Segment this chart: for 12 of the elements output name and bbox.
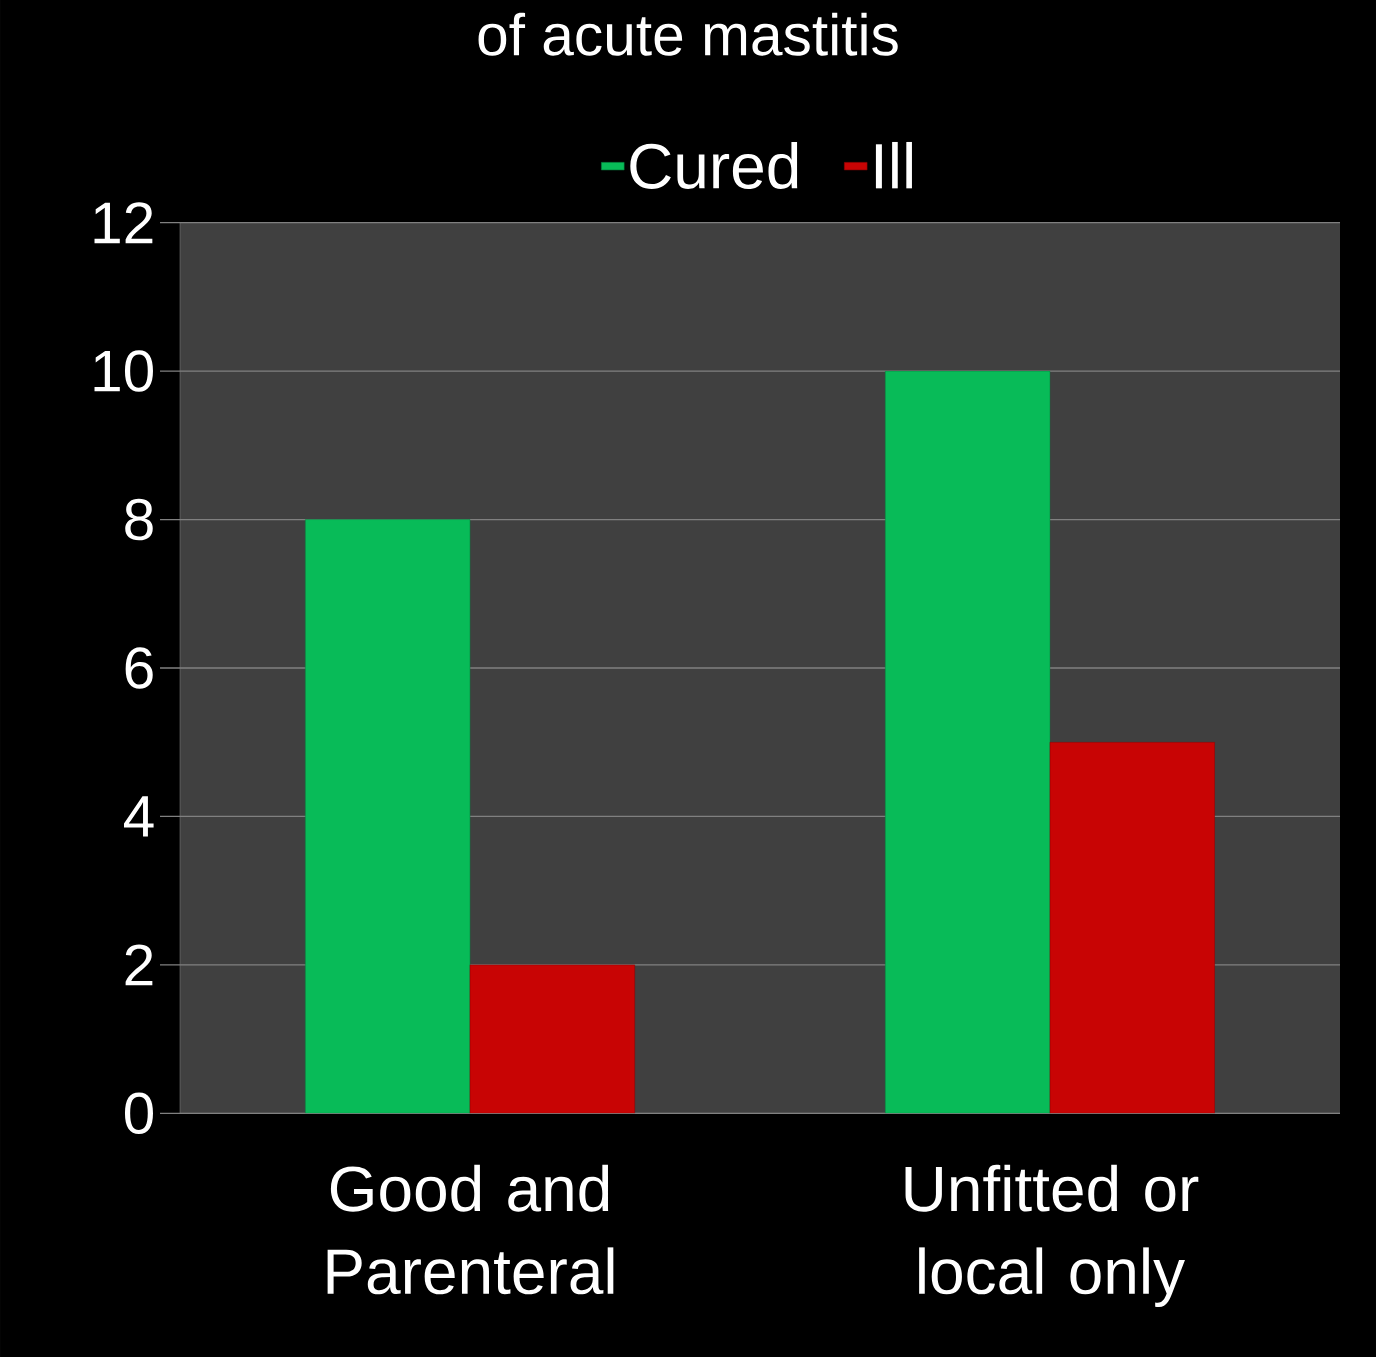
chart-title: of acute mastitis — [478, 12, 898, 56]
legend-label: Cured — [630, 141, 798, 189]
y-tick-label: 4 — [124, 796, 154, 837]
y-tick-label: 0 — [124, 1092, 153, 1134]
legend-label: Ill — [875, 141, 912, 189]
y-tick-label: 10 — [94, 350, 153, 392]
y-tick-label: 8 — [125, 498, 153, 541]
y-tick-label: 2 — [125, 944, 153, 986]
x-tick-label: Unfitted or local only — [905, 1164, 1199, 1307]
y-tick-label: 6 — [125, 647, 153, 689]
y-tick-label: 12 — [94, 202, 153, 243]
x-tick-label: Good and Parenteral — [327, 1164, 614, 1295]
